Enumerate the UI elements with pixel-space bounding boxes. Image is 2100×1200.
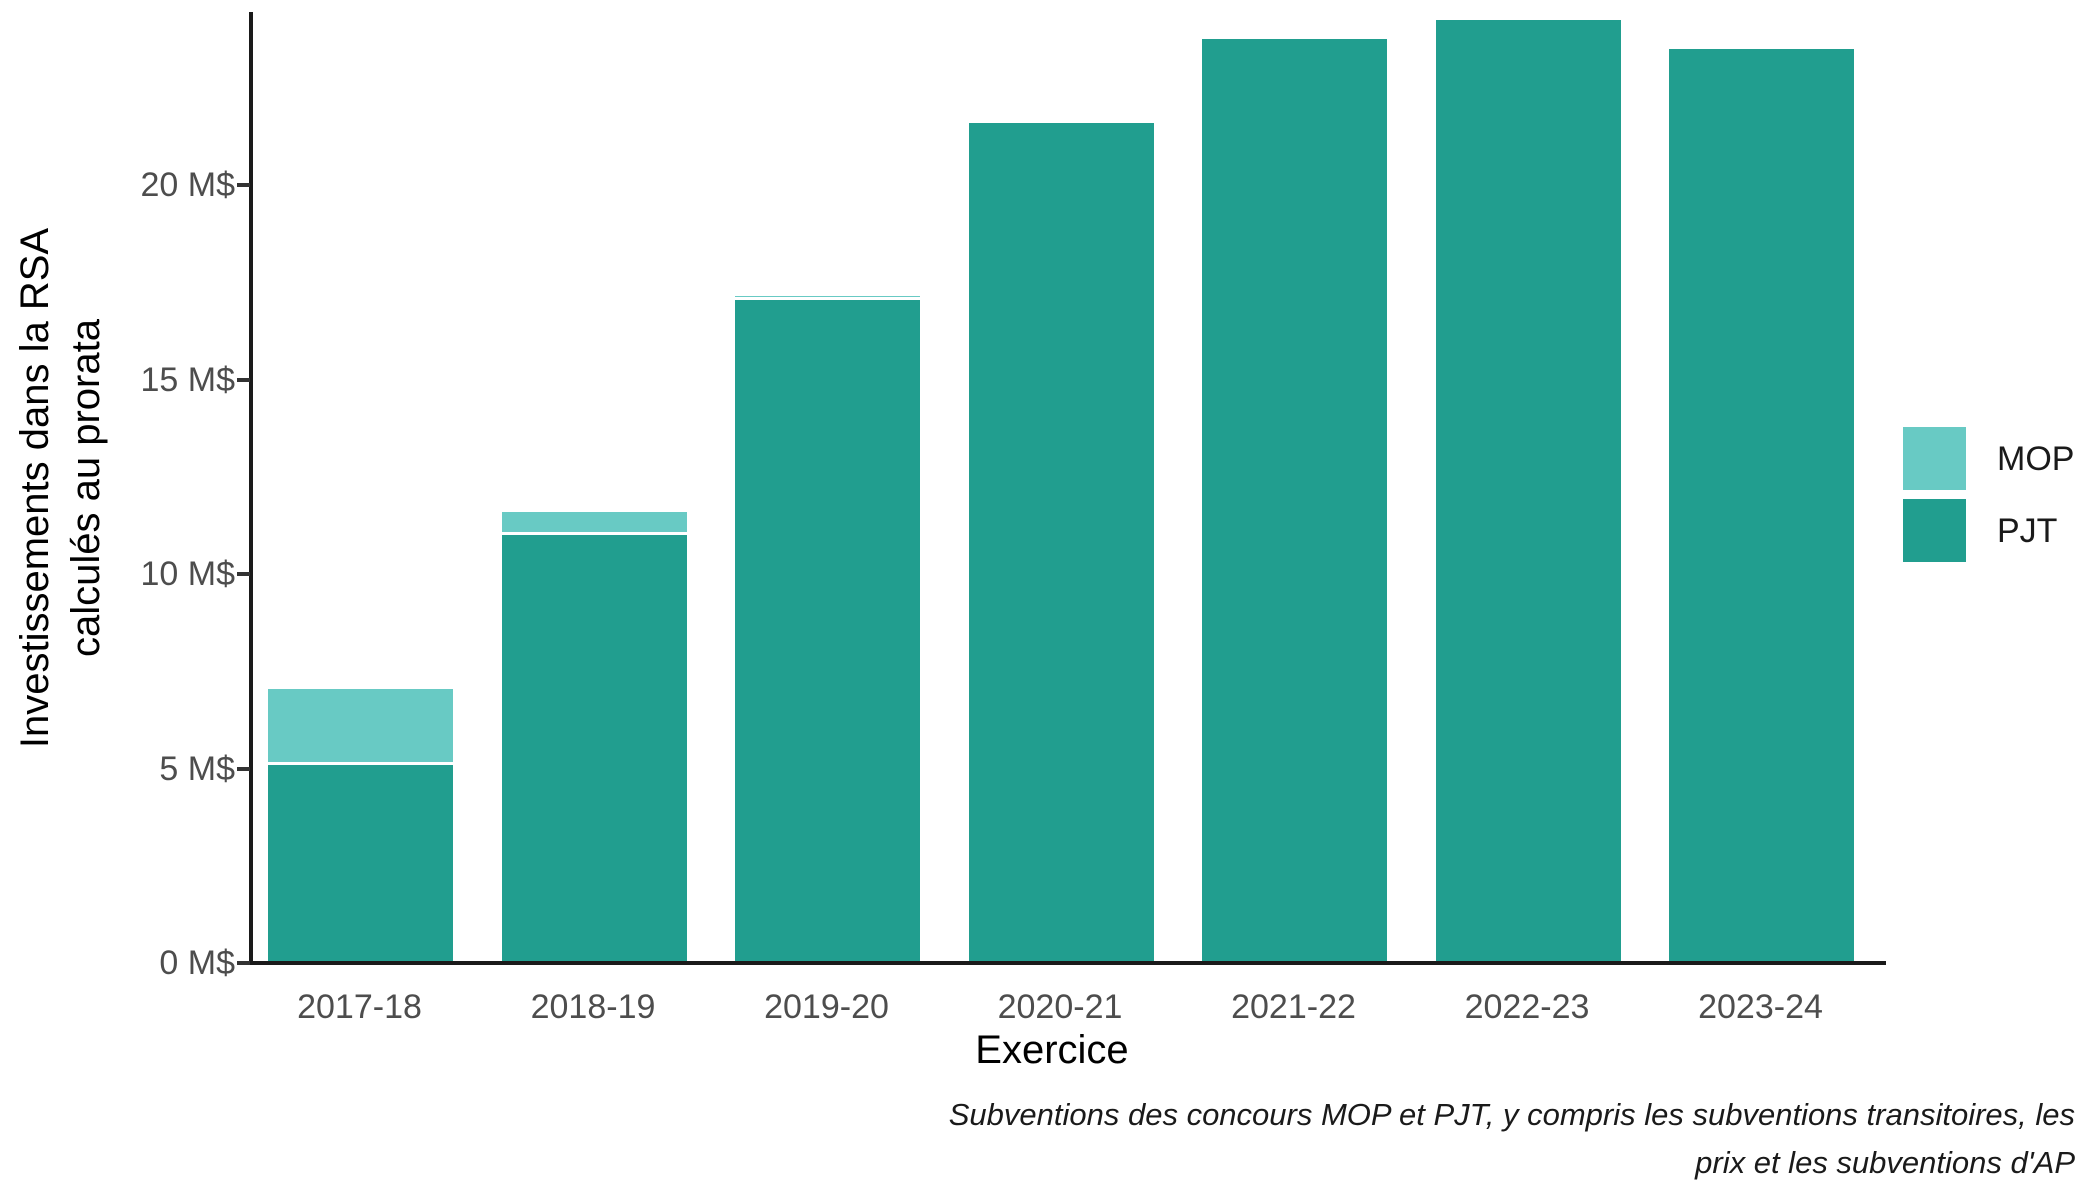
bar-segment-pjt-2018-19: [501, 535, 687, 961]
y-tick-label-20: 20 M$: [140, 166, 236, 205]
bar-segment-pjt-2021-22: [1202, 39, 1387, 961]
x-tick-label-2017-18: 2017-18: [297, 988, 422, 1026]
bar-segment-mop-2018-19: [501, 511, 687, 536]
legend-item-pjt: PJT: [1903, 499, 2074, 562]
x-tick-label-2019-20: 2019-20: [764, 988, 889, 1026]
y-tick-mark-10: [237, 572, 250, 577]
x-tick-label-2020-21: 2020-21: [997, 988, 1123, 1026]
y-tick-label-10: 10 M$: [140, 555, 236, 594]
y-axis-title-line-2: calculés au prorata: [64, 319, 108, 657]
caption-line-1: Subventions des concours MOP et PJT, y c…: [948, 1097, 2075, 1132]
bar-segment-mop-2019-20: [735, 295, 920, 300]
y-tick-mark-0: [237, 961, 250, 965]
x-tick-label-2018-19: 2018-19: [530, 988, 656, 1026]
bar-segment-pjt-2022-23: [1435, 19, 1621, 961]
x-tick-label-2023-24: 2023-24: [1698, 988, 1823, 1026]
legend-swatch-mop: [1903, 427, 1966, 490]
x-tick-label-2021-22: 2021-22: [1231, 988, 1356, 1026]
chart-caption: Subventions des concours MOP et PJT, y c…: [949, 1091, 2075, 1187]
legend-label-pjt: PJT: [1997, 511, 2058, 550]
y-axis-line: [249, 12, 253, 965]
legend: MOP PJT: [1903, 427, 2074, 571]
y-tick-label-5: 5 M$: [159, 749, 235, 788]
y-axis-title: Investissements dans la RSA calculés au …: [10, 8, 114, 968]
legend-item-mop: MOP: [1903, 427, 2074, 490]
x-axis-title: Exercice: [975, 1028, 1129, 1072]
y-tick-mark-15: [237, 377, 250, 382]
bar-segment-mop-2017-18: [268, 688, 453, 765]
y-tick-mark-5: [237, 766, 250, 771]
x-tick-label-2022-23: 2022-23: [1464, 988, 1590, 1026]
y-tick-label-0: 0 M$: [159, 944, 235, 982]
y-axis-title-line-1: Investissements dans la RSA: [13, 227, 57, 749]
caption-line-2: prix et les subventions d'AP: [1695, 1145, 2075, 1180]
x-axis-line: [249, 961, 1886, 965]
bar-segment-pjt-2023-24: [1669, 48, 1854, 961]
y-tick-mark-20: [237, 183, 250, 188]
bar-segment-pjt-2017-18: [268, 764, 453, 961]
plot-panel: [253, 12, 1886, 961]
y-tick-label-15: 15 M$: [140, 360, 236, 399]
bar-segment-pjt-2019-20: [735, 299, 920, 961]
legend-swatch-pjt: [1903, 499, 1966, 562]
legend-label-mop: MOP: [1997, 439, 2075, 478]
bar-segment-pjt-2020-21: [968, 122, 1154, 961]
